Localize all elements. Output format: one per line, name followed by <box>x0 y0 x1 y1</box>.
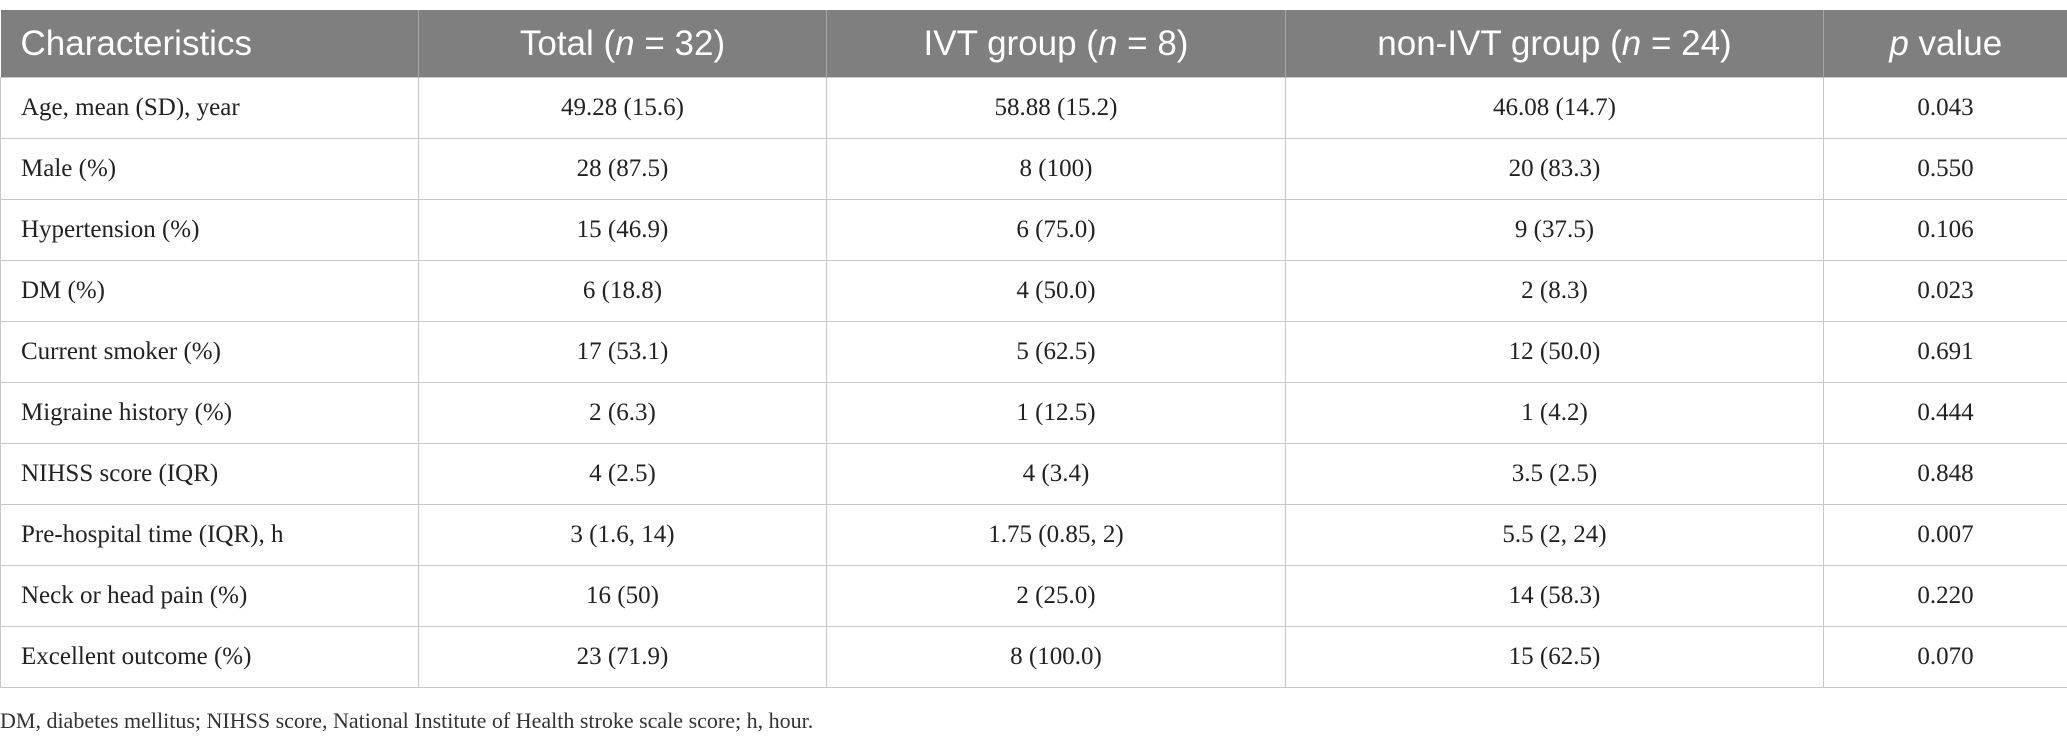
header-text: Characteristics <box>20 23 252 63</box>
table-cell: 15 (62.5) <box>1285 626 1824 688</box>
table-cell: 17 (53.1) <box>418 321 827 383</box>
table-body: Age, mean (SD), year 49.28 (15.6) 58.88 (1… <box>0 77 2067 688</box>
header-cell: Total (n = 32) <box>418 10 827 78</box>
table-cell: 0.007 <box>1823 504 2067 566</box>
table-cell: 9 (37.5) <box>1285 199 1824 261</box>
row-label: Age, mean (SD), year <box>0 77 419 139</box>
row-label: Pre-hospital time (IQR), h <box>0 504 419 566</box>
table-cell: 0.848 <box>1823 443 2067 505</box>
table-cell: 0.043 <box>1823 77 2067 139</box>
table-row: Excellent outcome (%) 23 (71.9) 8 (100.0) 1… <box>0 626 2067 688</box>
table-cell: 0.550 <box>1823 138 2067 200</box>
row-label: Male (%) <box>0 138 419 200</box>
table-cell: 8 (100.0) <box>826 626 1286 688</box>
table-cell: 1 (4.2) <box>1285 382 1824 444</box>
table-row: Hypertension (%) 15 (46.9) 6 (75.0) 9 (37.5… <box>0 199 2067 261</box>
header-cell: Characteristics <box>0 10 419 78</box>
table-row: NIHSS score (IQR) 4 (2.5) 4 (3.4) 3.5 (2.5)… <box>0 443 2067 505</box>
table-cell: 2 (8.3) <box>1285 260 1824 322</box>
header-cell: IVT group (n = 8) <box>826 10 1286 78</box>
table-row: Current smoker (%) 17 (53.1) 5 (62.5) 12 (5… <box>0 321 2067 383</box>
table-cell: 6 (75.0) <box>826 199 1286 261</box>
header-cell: non-IVT group (n = 24) <box>1285 10 1824 78</box>
header-row: Characteristics Total (n = 32) IVT group (… <box>0 10 2067 78</box>
header-text: p <box>1889 23 1909 63</box>
row-label: NIHSS score (IQR) <box>0 443 419 505</box>
table-cell: 15 (46.9) <box>418 199 827 261</box>
row-label: Current smoker (%) <box>0 321 419 383</box>
table-cell: 14 (58.3) <box>1285 565 1824 627</box>
table-cell: 49.28 (15.6) <box>418 77 827 139</box>
table-cell: 58.88 (15.2) <box>826 77 1286 139</box>
table-row: Migraine history (%) 2 (6.3) 1 (12.5) 1 (4.… <box>0 382 2067 444</box>
table-cell: 4 (3.4) <box>826 443 1286 505</box>
header-cell: p value <box>1823 10 2067 78</box>
table-cell: 1.75 (0.85, 2) <box>826 504 1286 566</box>
table-cell: 23 (71.9) <box>418 626 827 688</box>
table-cell: 46.08 (14.7) <box>1285 77 1824 139</box>
table-cell: 0.444 <box>1823 382 2067 444</box>
header-text: non-IVT group ( <box>1377 23 1622 63</box>
header-text: = 32) <box>634 23 726 63</box>
table-cell: 0.070 <box>1823 626 2067 688</box>
table-cell: 4 (50.0) <box>826 260 1286 322</box>
header-text: Total ( <box>519 23 616 63</box>
table-wrap: Characteristics Total (n = 32) IVT group (… <box>0 10 2067 688</box>
table-cell: 2 (6.3) <box>418 382 827 444</box>
table-row: DM (%) 6 (18.8) 4 (50.0) 2 (8.3) 0.023 <box>0 260 2067 322</box>
table-row: Neck or head pain (%) 16 (50) 2 (25.0) 14 (… <box>0 565 2067 627</box>
table-cell: 0.220 <box>1823 565 2067 627</box>
row-label: Hypertension (%) <box>0 199 419 261</box>
table-cell: 1 (12.5) <box>826 382 1286 444</box>
table-cell: 5.5 (2, 24) <box>1285 504 1824 566</box>
footnote: DM, diabetes mellitus; NIHSS score, Nati… <box>0 708 814 733</box>
table-cell: 8 (100) <box>826 138 1286 200</box>
table-cell: 20 (83.3) <box>1285 138 1824 200</box>
table-cell: 0.106 <box>1823 199 2067 261</box>
table-cell: 2 (25.0) <box>826 565 1286 627</box>
table-row: Male (%) 28 (87.5) 8 (100) 20 (83.3) 0.550 <box>0 138 2067 200</box>
header-text: value <box>1908 23 2003 63</box>
header-text: IVT group ( <box>923 23 1098 63</box>
table-cell: 3.5 (2.5) <box>1285 443 1824 505</box>
table-cell: 16 (50) <box>418 565 827 627</box>
data-table: Characteristics Total (n = 32) IVT group (… <box>0 10 2067 688</box>
table-row: Age, mean (SD), year 49.28 (15.6) 58.88 (1… <box>0 77 2067 139</box>
table-cell: 4 (2.5) <box>418 443 827 505</box>
table-cell: 6 (18.8) <box>418 260 827 322</box>
header-text: n <box>1097 23 1118 63</box>
header-text: = 8) <box>1117 23 1189 63</box>
header-text: n <box>1621 23 1642 63</box>
row-label: DM (%) <box>0 260 419 322</box>
row-label: Excellent outcome (%) <box>0 626 419 688</box>
header-text: n <box>615 23 635 63</box>
table-cell: 0.691 <box>1823 321 2067 383</box>
row-label: Neck or head pain (%) <box>0 565 419 627</box>
table-cell: 3 (1.6, 14) <box>418 504 827 566</box>
table-cell: 28 (87.5) <box>418 138 827 200</box>
row-label: Migraine history (%) <box>0 382 419 444</box>
header-text: = 24) <box>1641 23 1732 63</box>
table-cell: 0.023 <box>1823 260 2067 322</box>
table-cell: 12 (50.0) <box>1285 321 1824 383</box>
table-cell: 5 (62.5) <box>826 321 1286 383</box>
